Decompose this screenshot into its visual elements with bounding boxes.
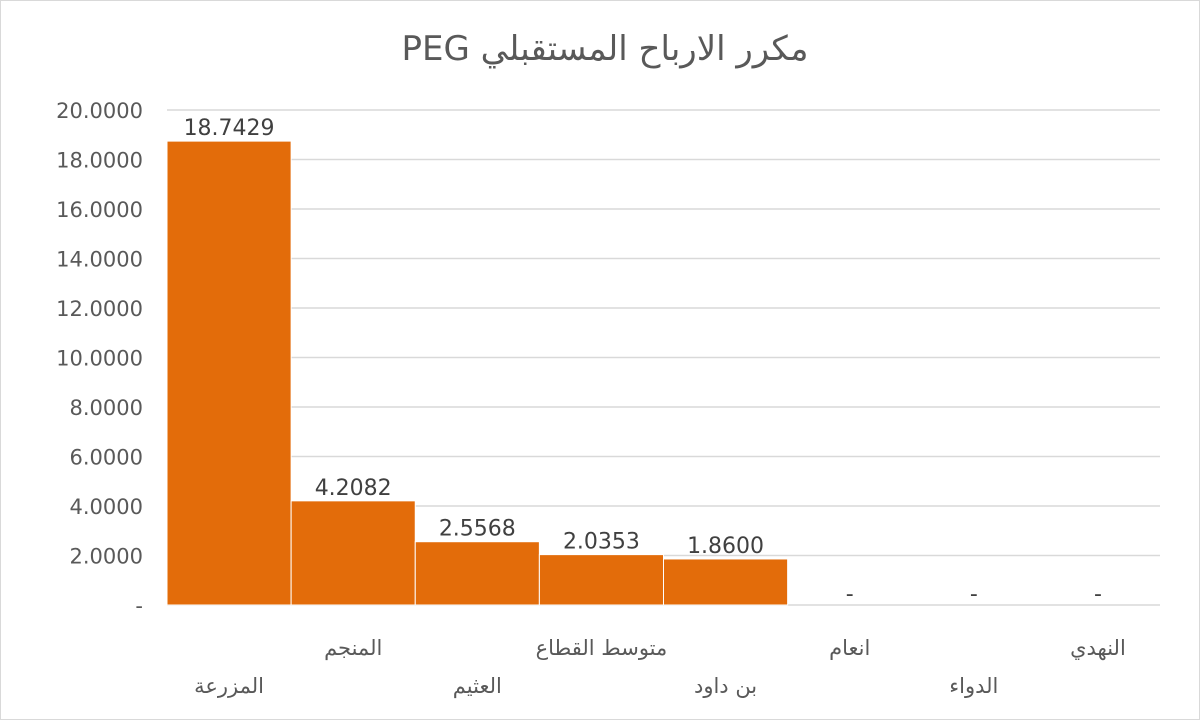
x-tick-label: النهدي	[1070, 636, 1126, 660]
data-label: 1.8600	[687, 534, 764, 559]
y-tick-label: 16.0000	[56, 198, 143, 222]
y-tick-label: -	[135, 594, 143, 618]
y-axis-ticks: - 2.0000 4.0000 6.0000 8.0000 10.0000 12.0000 1…	[56, 99, 143, 618]
chart-title: PEG مكرر الارباح المستقبلي	[401, 29, 808, 69]
bar	[663, 558, 789, 606]
data-label: -	[1094, 582, 1102, 607]
y-tick-label: 8.0000	[70, 396, 143, 420]
y-tick-label: 4.0000	[70, 495, 143, 519]
data-label: -	[846, 582, 854, 607]
x-axis-ticks: المزرعة المنجم العثيم متوسط القطاع بن داود ان…	[194, 636, 1126, 699]
data-label: -	[970, 582, 978, 607]
x-tick-label: متوسط القطاع	[536, 636, 668, 660]
data-label: 18.7429	[184, 116, 275, 141]
x-tick-label: العثيم	[453, 674, 502, 699]
bar	[538, 554, 664, 606]
y-tick-label: 10.0000	[56, 347, 143, 371]
y-tick-label: 14.0000	[56, 248, 143, 272]
x-tick-label: المزرعة	[194, 674, 264, 698]
y-tick-label: 20.0000	[56, 99, 143, 123]
data-label: 4.2082	[315, 476, 392, 501]
x-tick-label: بن داود	[694, 674, 757, 698]
bar	[166, 140, 292, 606]
bar	[290, 500, 416, 606]
data-label: 2.5568	[439, 517, 516, 542]
x-tick-label: المنجم	[324, 636, 382, 661]
y-tick-label: 6.0000	[70, 446, 143, 470]
data-label: 2.0353	[563, 530, 640, 555]
x-tick-label: انعام	[829, 636, 870, 660]
y-tick-label: 18.0000	[56, 149, 143, 173]
y-tick-label: 12.0000	[56, 297, 143, 321]
y-tick-label: 2.0000	[70, 545, 143, 569]
bar	[414, 541, 540, 606]
data-labels: 18.7429 4.2082 2.5568 2.0353 1.8600 - - -	[184, 116, 1102, 607]
x-tick-label: الدواء	[949, 674, 998, 698]
bars	[166, 140, 789, 606]
